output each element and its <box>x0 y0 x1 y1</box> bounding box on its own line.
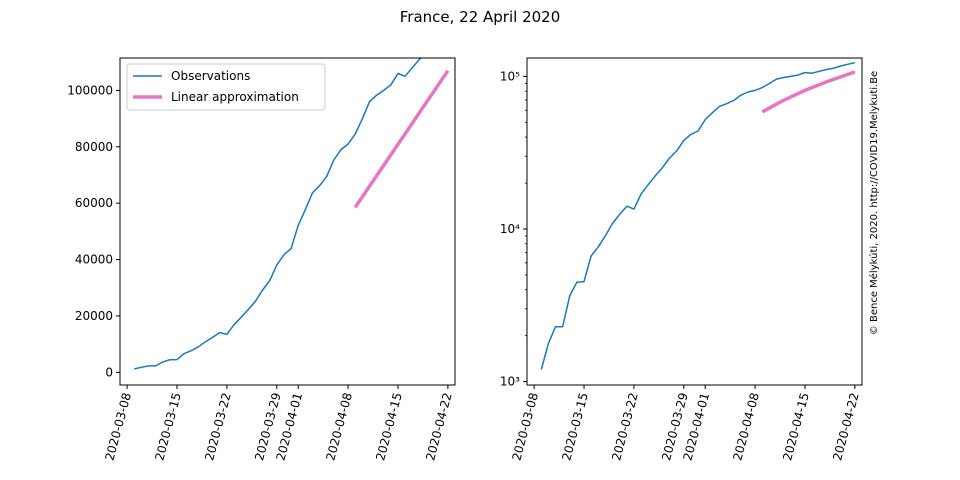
x-tick-label: 2020-04-08 <box>323 391 355 462</box>
x-tick-label: 2020-03-08 <box>102 391 134 462</box>
legend-label: Linear approximation <box>171 90 299 104</box>
y-tick-label: 10⁵ <box>500 69 520 83</box>
axes-frame <box>119 57 456 386</box>
x-tick-label: 2020-04-22 <box>423 391 455 462</box>
series-group <box>134 58 450 370</box>
series-line-observations <box>540 61 856 370</box>
series-line-linear-approximation <box>353 69 450 209</box>
x-tick-label: 2020-04-08 <box>730 391 762 462</box>
series-line-linear-approximation <box>761 70 856 114</box>
legend-frame <box>126 63 326 111</box>
x-tick-label: 2020-04-15 <box>373 391 405 462</box>
y-tick-label: 60000 <box>75 196 113 210</box>
y-tick-label: 40000 <box>75 253 113 267</box>
y-tick-label: 10³ <box>500 375 520 389</box>
y-tick-label: 20000 <box>75 309 113 323</box>
y-tick-label: 80000 <box>75 140 113 154</box>
linear-chart: 2020-03-08 2020-03-15 2020-03-22 2020-03-29… <box>67 57 456 462</box>
y-tick-label: 0 <box>105 365 113 379</box>
x-tick-label: 2020-03-15 <box>152 391 184 462</box>
series-group <box>540 61 856 370</box>
x-tick-label: 2020-04-15 <box>780 391 812 462</box>
y-tick-label: 10⁴ <box>500 222 520 236</box>
x-tick-label: 2020-03-15 <box>559 391 591 462</box>
y-tick-label: 100000 <box>67 83 113 97</box>
x-tick-label: 2020-03-22 <box>202 391 234 462</box>
x-tick-label: 2020-03-08 <box>509 391 541 462</box>
legend-label: Observations <box>171 69 250 83</box>
figure-title: France, 22 April 2020 <box>400 8 561 26</box>
series-line-observations <box>134 58 423 370</box>
log-chart: 2020-03-08 2020-03-15 2020-03-22 2020-03-29… <box>500 57 863 462</box>
legend: Observations Linear approximation <box>126 63 326 111</box>
axes-frame <box>526 57 863 386</box>
x-tick-label: 2020-03-22 <box>609 391 641 462</box>
credit-text: © Bence Mélykúti, 2020. http://COVID19.M… <box>868 71 880 335</box>
x-tick-label: 2020-04-22 <box>830 391 862 462</box>
